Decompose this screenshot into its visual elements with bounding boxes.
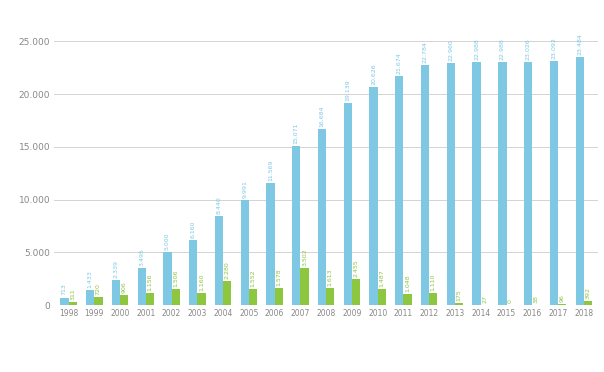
Text: 2.280: 2.280 bbox=[225, 261, 230, 279]
Text: 23.092: 23.092 bbox=[551, 38, 556, 59]
Text: 22.988: 22.988 bbox=[474, 39, 479, 60]
Bar bbox=[86, 290, 94, 305]
Text: 0: 0 bbox=[508, 299, 513, 303]
Bar bbox=[266, 183, 275, 305]
Bar bbox=[94, 298, 103, 305]
Text: 1.048: 1.048 bbox=[405, 274, 410, 292]
Bar bbox=[344, 103, 352, 305]
Text: 22.960: 22.960 bbox=[448, 39, 454, 61]
Bar bbox=[576, 57, 584, 305]
Bar bbox=[498, 62, 507, 305]
Text: 9.991: 9.991 bbox=[242, 180, 247, 198]
Text: 175: 175 bbox=[457, 289, 461, 301]
Bar bbox=[378, 289, 386, 305]
Text: 15.071: 15.071 bbox=[294, 122, 299, 144]
Text: 23.484: 23.484 bbox=[577, 33, 582, 55]
Text: 1.487: 1.487 bbox=[379, 269, 384, 287]
Bar bbox=[472, 62, 481, 305]
Text: 16.684: 16.684 bbox=[320, 105, 324, 127]
Bar bbox=[300, 268, 309, 305]
Text: 20.626: 20.626 bbox=[371, 64, 376, 85]
Text: 1.156: 1.156 bbox=[147, 273, 152, 291]
Bar bbox=[68, 302, 77, 305]
Text: 8.440: 8.440 bbox=[216, 196, 222, 214]
Bar bbox=[189, 240, 198, 305]
Text: 392: 392 bbox=[585, 287, 591, 299]
Bar bbox=[421, 65, 429, 305]
Text: 2.455: 2.455 bbox=[353, 259, 359, 277]
Text: 720: 720 bbox=[96, 283, 101, 295]
Bar bbox=[429, 294, 437, 305]
Text: 1.110: 1.110 bbox=[431, 274, 436, 291]
Text: 3.495: 3.495 bbox=[139, 248, 144, 266]
Bar bbox=[215, 216, 223, 305]
Bar bbox=[146, 293, 154, 305]
Bar bbox=[240, 200, 249, 305]
Text: 21.674: 21.674 bbox=[397, 52, 402, 74]
Bar bbox=[370, 87, 378, 305]
Text: 311: 311 bbox=[70, 288, 75, 300]
Bar bbox=[326, 288, 335, 305]
Bar bbox=[558, 304, 567, 305]
Bar bbox=[138, 268, 146, 305]
Text: 22.988: 22.988 bbox=[500, 39, 505, 60]
Text: 27: 27 bbox=[483, 295, 487, 303]
Bar bbox=[112, 280, 120, 305]
Bar bbox=[223, 281, 231, 305]
Bar bbox=[352, 279, 360, 305]
Bar bbox=[60, 298, 68, 305]
Text: 1.160: 1.160 bbox=[199, 273, 204, 291]
Text: 38: 38 bbox=[534, 295, 539, 302]
Text: 22.784: 22.784 bbox=[423, 41, 428, 62]
Text: 1.613: 1.613 bbox=[328, 268, 333, 286]
Text: 1.433: 1.433 bbox=[88, 270, 92, 288]
Bar bbox=[524, 62, 532, 305]
Text: 3.502: 3.502 bbox=[302, 248, 307, 266]
Bar bbox=[275, 288, 283, 305]
Bar bbox=[550, 61, 558, 305]
Text: 5.000: 5.000 bbox=[165, 232, 170, 250]
Text: 2.339: 2.339 bbox=[114, 260, 118, 278]
Bar bbox=[249, 289, 257, 305]
Bar bbox=[172, 289, 180, 305]
Bar bbox=[163, 252, 172, 305]
Bar bbox=[292, 146, 300, 305]
Bar bbox=[403, 294, 412, 305]
Text: 19.139: 19.139 bbox=[345, 79, 350, 101]
Text: 713: 713 bbox=[62, 283, 67, 295]
Bar bbox=[395, 76, 403, 305]
Text: 906: 906 bbox=[121, 282, 127, 294]
Bar bbox=[447, 63, 455, 305]
Text: 11.569: 11.569 bbox=[268, 159, 273, 181]
Bar bbox=[455, 303, 463, 305]
Text: 6.160: 6.160 bbox=[191, 221, 196, 238]
Bar bbox=[198, 293, 205, 305]
Bar bbox=[318, 129, 326, 305]
Text: 1.552: 1.552 bbox=[251, 269, 255, 286]
Text: 96: 96 bbox=[560, 294, 565, 302]
Bar bbox=[584, 301, 592, 305]
Text: 1.506: 1.506 bbox=[173, 270, 178, 287]
Text: 23.026: 23.026 bbox=[525, 38, 531, 60]
Bar bbox=[120, 295, 128, 305]
Text: 1.578: 1.578 bbox=[276, 269, 281, 286]
